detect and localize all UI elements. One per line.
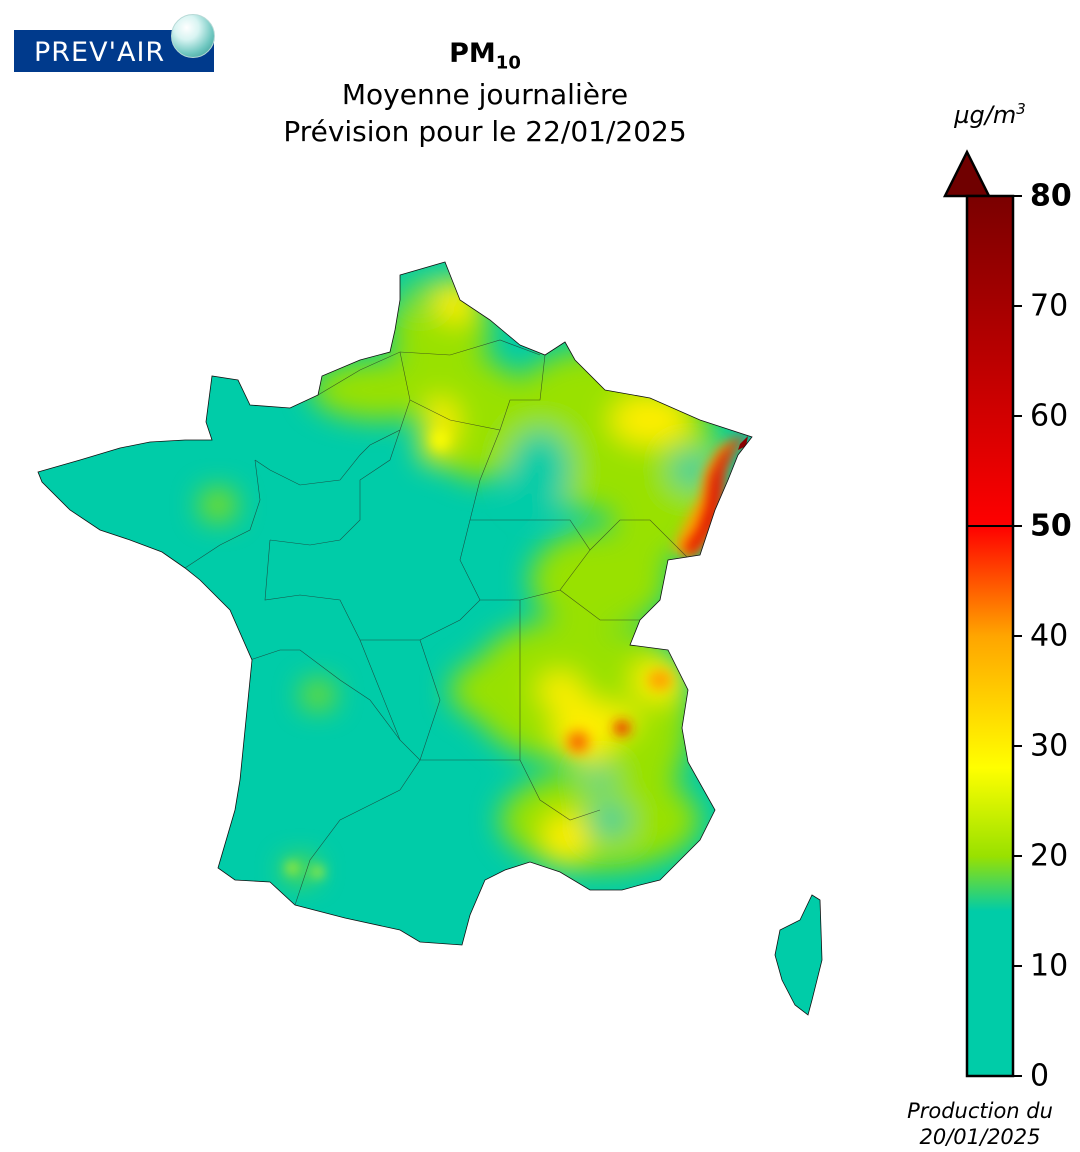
pollutant-name: PM bbox=[449, 38, 496, 69]
mainland-france bbox=[38, 262, 752, 945]
colorbar-tick-label: 80 bbox=[1030, 178, 1072, 214]
unit-text: µg/m bbox=[954, 101, 1017, 129]
prevair-logo: PREV'AIR bbox=[14, 14, 216, 72]
colorbar-tick-label: 0 bbox=[1030, 1058, 1050, 1094]
colorbar bbox=[942, 149, 1022, 1078]
map-subtitle: Moyenne journalière bbox=[341, 78, 629, 111]
france-pm10-map bbox=[37, 261, 823, 1016]
colorbar-tick-label: 70 bbox=[1030, 288, 1069, 324]
corsica bbox=[775, 895, 822, 1015]
forecast-date: Prévision pour le 22/01/2025 bbox=[283, 115, 687, 148]
pollutant-subscript: 10 bbox=[495, 52, 521, 74]
production-label: Production du bbox=[907, 1099, 1053, 1123]
colorbar-tick-label: 30 bbox=[1030, 728, 1069, 764]
colorbar-scale bbox=[965, 194, 1015, 1078]
colorbar-overflow-arrow bbox=[942, 149, 992, 198]
map-title: PM10 bbox=[230, 38, 740, 73]
unit-exponent: 3 bbox=[1016, 100, 1026, 118]
unit-label: µg/m3 bbox=[940, 100, 1040, 129]
logo-text: PREV'AIR bbox=[34, 37, 166, 68]
globe-icon bbox=[171, 14, 215, 58]
colorbar-tick-label: 40 bbox=[1030, 618, 1069, 654]
colorbar-tick-label: 50 bbox=[1030, 508, 1072, 544]
colorbar-tick-label: 10 bbox=[1030, 948, 1069, 984]
production-date: 20/01/2025 bbox=[919, 1125, 1041, 1149]
france-outline bbox=[37, 261, 753, 946]
colorbar-tick-label: 60 bbox=[1030, 398, 1069, 434]
production-note: Production du 20/01/2025 bbox=[890, 1098, 1070, 1150]
colorbar-tick-label: 20 bbox=[1030, 838, 1069, 874]
corsica-outline bbox=[774, 894, 823, 1016]
